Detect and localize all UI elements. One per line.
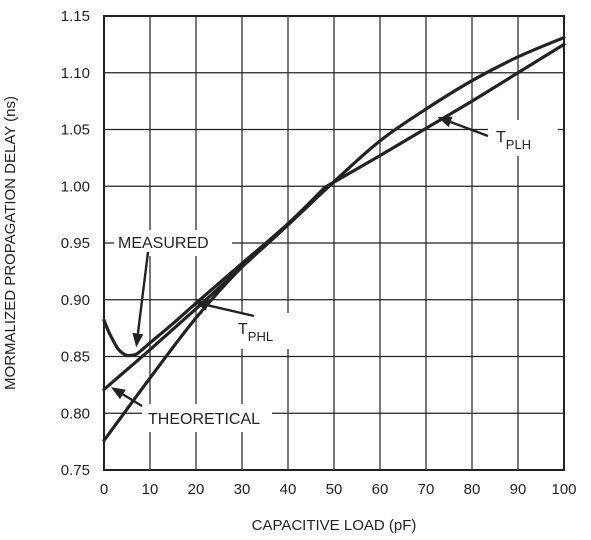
y-tick-labels: 0.75 0.80 0.85 0.90 0.95 1.00 1.05 1.10 1.15: [61, 8, 90, 479]
x-tick-label: 10: [142, 481, 159, 498]
y-tick-label: 0.75: [61, 462, 90, 479]
plot-frame: [103, 15, 565, 471]
x-tick-label: 70: [418, 481, 435, 498]
x-tick-label: 100: [551, 481, 576, 498]
annotation-measured: MEASURED: [114, 230, 232, 348]
annotation-text: T: [496, 129, 506, 146]
y-tick-label: 0.85: [61, 349, 90, 366]
annotation-text: T: [238, 321, 248, 338]
annotation-text: THEORETICAL: [148, 411, 260, 428]
annotation-tplh: TPLH: [437, 116, 558, 156]
annotation-arrowhead: [110, 387, 126, 400]
y-tick-label: 1.10: [61, 65, 90, 82]
series-measured-line: [102, 185, 327, 358]
annotation-subscript: PLH: [506, 137, 531, 152]
annotation-background: [488, 120, 558, 156]
annotation-theoretical: THEORETICAL: [110, 387, 272, 432]
annotation-subscript: PHL: [248, 329, 273, 344]
annotation-background: [232, 313, 306, 349]
x-tick-label: 60: [372, 481, 389, 498]
x-tick-label: 30: [234, 481, 251, 498]
y-tick-label: 0.95: [61, 235, 90, 252]
annotation-background: [114, 230, 232, 256]
series-tplh-line: [323, 42, 566, 189]
x-tick-label: 80: [464, 481, 481, 498]
y-tick-label: 1.15: [61, 8, 90, 25]
x-tick-label: 50: [326, 481, 343, 498]
y-tick-label: 1.00: [61, 178, 90, 195]
annotation-arrowhead: [437, 116, 453, 128]
annotation-arrow-line: [207, 304, 255, 318]
x-tick-label: 40: [280, 481, 297, 498]
annotation-arrow-line: [122, 393, 143, 408]
annotation-arrow-line: [450, 120, 489, 138]
annotation-arrowhead: [132, 332, 144, 348]
annotation-arrow-line: [136, 251, 150, 334]
curves: [102, 35, 566, 443]
annotation-arrowhead: [193, 299, 209, 311]
annotation-label: THEORETICAL: [148, 411, 260, 428]
y-axis-label: MORMALIZED PROPAGATION DELAY (ns): [2, 96, 19, 390]
y-tick-label: 0.80: [61, 405, 90, 422]
x-axis-label: CAPACITIVE LOAD (pF): [252, 517, 417, 534]
annotation-text: MEASURED: [118, 235, 209, 252]
x-tick-label: 0: [100, 481, 108, 498]
annotation-label: TPHL: [238, 321, 273, 344]
annotation-label: TPLH: [496, 129, 531, 152]
annotation-tphl: TPHL: [193, 299, 306, 349]
x-tick-label: 90: [510, 481, 527, 498]
x-tick-label: 20: [188, 481, 205, 498]
y-tick-label: 1.05: [61, 122, 90, 139]
annotation-label: MEASURED: [118, 235, 209, 252]
y-tick-label: 0.90: [61, 292, 90, 309]
x-tick-labels: 0 10 20 30 40 50 60 70 80 90 100: [100, 481, 577, 498]
annotation-background: [142, 404, 272, 432]
